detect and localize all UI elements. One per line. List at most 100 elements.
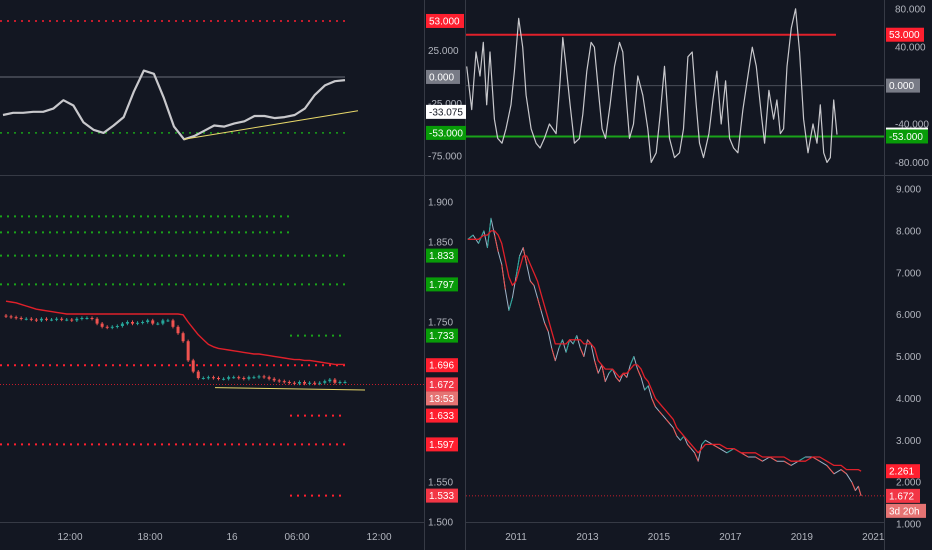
candle-body	[100, 323, 104, 327]
price-segment	[826, 465, 835, 475]
candle-body	[211, 377, 215, 379]
y-tick-label: -75.000	[428, 152, 462, 163]
candle-body	[262, 376, 266, 378]
price-tag-bg	[426, 248, 458, 263]
price-segment	[679, 435, 685, 441]
price-tag-bg	[426, 277, 458, 292]
y-tick-label: 1.500	[428, 518, 453, 529]
price-segment	[536, 297, 542, 311]
candle-body	[282, 381, 286, 383]
x-tick-label: 2015	[648, 532, 671, 543]
price-segment	[587, 339, 592, 345]
level-tag-minus-53-bg	[886, 129, 928, 144]
price-segment	[712, 444, 720, 450]
level-tag-53-bg	[886, 27, 924, 42]
y-tick-label: 1.750	[428, 318, 453, 329]
x-tick-label: 12:00	[57, 532, 82, 543]
candle-body	[313, 382, 317, 384]
candle-body	[29, 318, 33, 320]
price-segment	[701, 439, 706, 445]
countdown-tag-bg	[886, 503, 926, 518]
y-tick-label: 40.000	[895, 43, 926, 54]
y-tick-label: 5.000	[896, 352, 921, 363]
y-tick-label: -40.000	[895, 120, 929, 131]
top-left-oscillator-pane[interactable]: 25.000 -25.000 -75.000 53.000 0.000 -33.075 -5…	[0, 13, 466, 163]
y-tick-label: -25.000	[428, 99, 462, 110]
candle-body	[161, 320, 165, 324]
candle-body	[80, 318, 84, 319]
candle-body	[14, 317, 18, 319]
resistance-line	[5, 300, 345, 366]
price-line	[467, 217, 862, 497]
candle-body	[171, 320, 175, 327]
y-tick-label: -80.000	[895, 158, 929, 169]
y-tick-label: 9.000	[896, 185, 921, 196]
candle-body	[151, 320, 155, 324]
top-right-oscillator-pane[interactable]: 80.00040.000-40.000-80.00053.0000.000-51…	[466, 4, 929, 169]
y-tick-label: 25.000	[428, 46, 459, 57]
candle-body	[237, 377, 241, 379]
candle-body	[206, 377, 210, 379]
price-segment	[494, 234, 499, 252]
candle-body	[146, 320, 150, 322]
candle-body	[176, 326, 180, 334]
candle-body	[186, 341, 190, 361]
candle-body	[267, 377, 271, 379]
candle-body	[222, 378, 226, 380]
candle-body	[297, 382, 301, 384]
candle-body	[70, 319, 74, 321]
level-tag-zero-bg	[886, 78, 920, 93]
candle-body	[277, 380, 281, 382]
candle-body	[95, 318, 99, 324]
price-segment	[594, 360, 599, 374]
candle-body	[130, 322, 134, 324]
price-segment	[579, 347, 585, 357]
moving-average-tag: 2.261	[889, 467, 914, 478]
price-segment	[565, 339, 571, 353]
candle-body	[247, 377, 251, 379]
price-segment	[798, 456, 806, 462]
price-segment	[615, 377, 621, 382]
level-tag-minus-53: -53.000	[429, 128, 463, 139]
price-segment	[755, 456, 763, 462]
candle-body	[328, 379, 332, 382]
candle-body	[227, 377, 231, 379]
candle-body	[292, 382, 296, 384]
level-tag-zero-bg	[426, 69, 460, 84]
bottom-right-price-pane[interactable]: 9.000 8.000 7.000 6.000 5.000 4.000 3.000 2.000…	[466, 185, 926, 544]
candle-body	[217, 378, 221, 379]
oscillator-line	[466, 8, 838, 163]
x-tick-label: 12:00	[366, 532, 391, 543]
candle-body	[323, 381, 327, 383]
price-segment	[658, 410, 663, 416]
price-segment	[508, 297, 513, 311]
candle-body	[4, 315, 8, 317]
candle-body	[85, 318, 89, 319]
y-tick-label: 8.000	[896, 226, 921, 237]
candle-body	[50, 319, 54, 321]
trend-line	[183, 110, 359, 140]
price-tag: 1.633	[429, 411, 454, 422]
level-tag-minus-53: -53.000	[889, 132, 923, 143]
candle-body	[333, 379, 337, 383]
moving-average-line	[467, 230, 862, 472]
candle-body	[120, 323, 124, 326]
level-tag-zero: 0.000	[429, 72, 454, 83]
candle-body	[24, 318, 28, 320]
y-tick-label: 1.000	[896, 520, 921, 531]
price-segment	[740, 452, 749, 458]
candle-body	[136, 322, 140, 324]
price-segment	[857, 486, 862, 497]
candle-body	[257, 376, 261, 378]
x-tick-label: 2011	[505, 532, 527, 543]
candle-body	[65, 319, 69, 321]
x-tick-label: 2019	[791, 532, 814, 543]
last-price-tag-bg	[886, 488, 920, 503]
candle-body	[338, 382, 342, 383]
level-tag-zero: 0.000	[889, 81, 914, 92]
candle-body	[166, 320, 170, 322]
bottom-left-price-pane[interactable]: 1.900 1.850 1.750 1.550 1.500 1.833 1.797 1.733…	[0, 198, 458, 544]
price-segment	[501, 264, 506, 290]
